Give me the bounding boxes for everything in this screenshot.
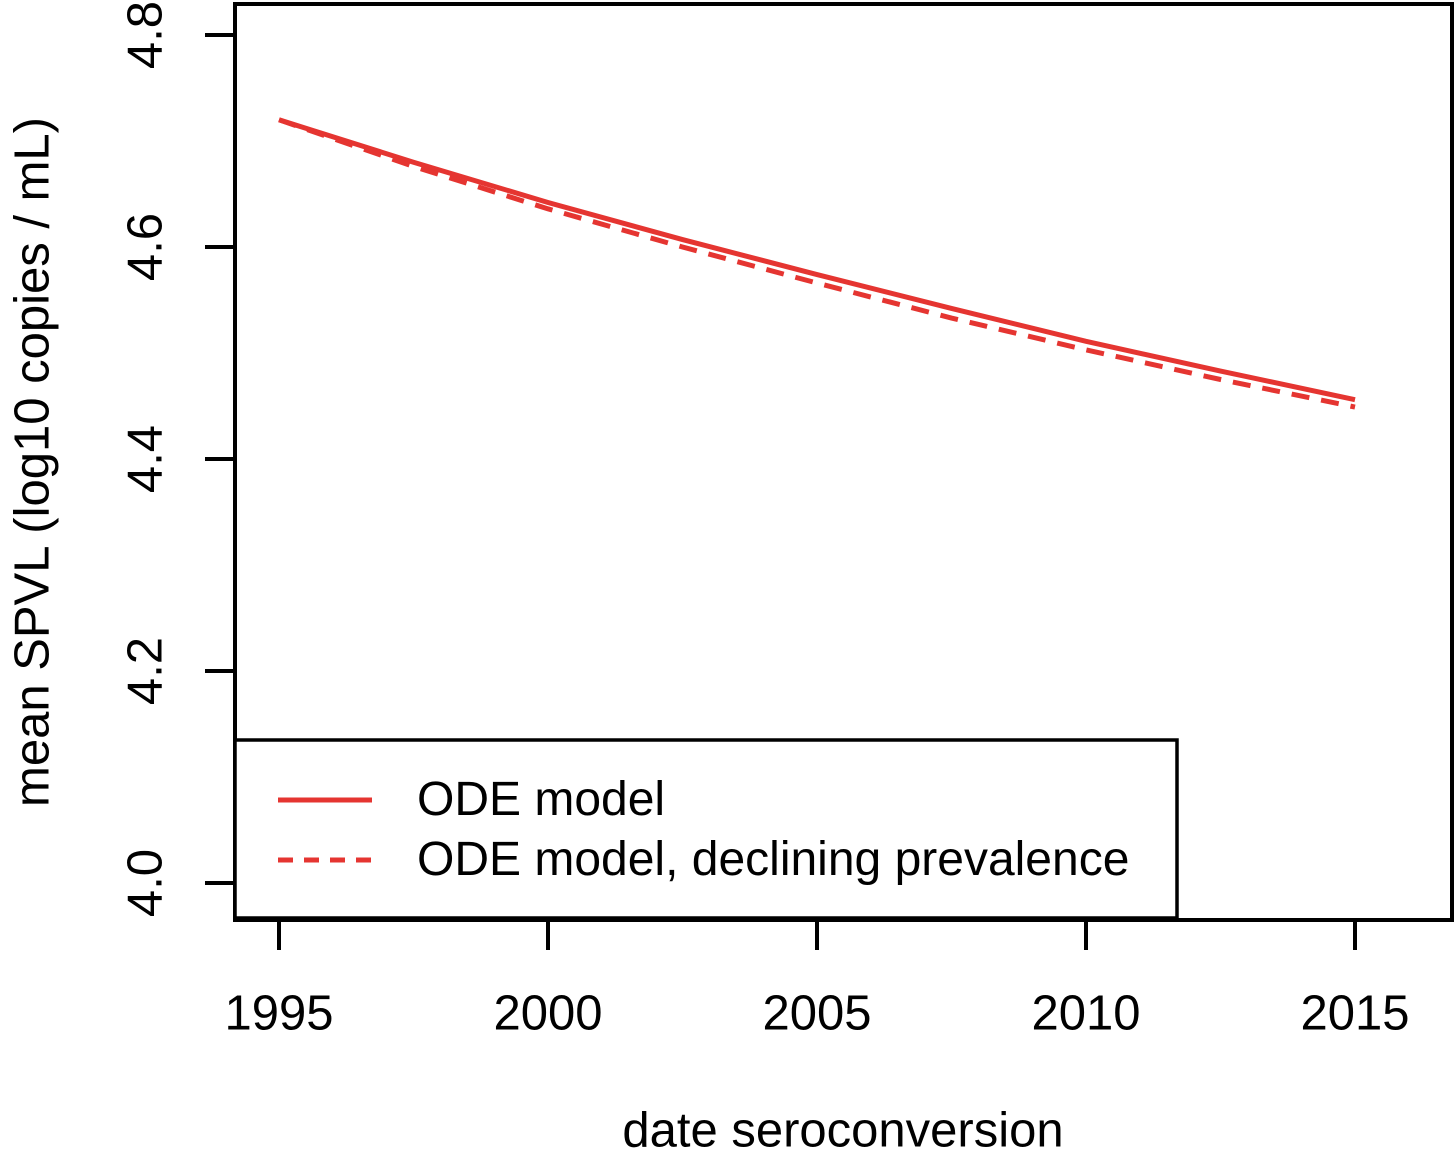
y-tick-label: 4.6	[118, 212, 173, 282]
x-tick-label: 1995	[224, 986, 334, 1041]
legend-label-ode-model-declining-prevalence: ODE model, declining prevalence	[417, 833, 1130, 886]
y-tick-label: 4.8	[118, 0, 173, 70]
legend-box	[233, 738, 1179, 920]
x-axis-title: date seroconversion	[622, 1103, 1064, 1158]
x-tick-label: 2010	[1031, 986, 1141, 1041]
series-line-solid	[278, 117, 1356, 403]
legend-label-ode-model: ODE model	[417, 773, 666, 826]
series-line-dashed	[278, 117, 1356, 410]
x-tick-label: 2000	[493, 986, 603, 1041]
y-tick-label: 4.2	[118, 636, 173, 706]
y-tick-label: 4.0	[118, 848, 173, 918]
y-axis-title: mean SPVL (log10 copies / mL)	[5, 117, 60, 807]
plot-border	[233, 2, 1454, 922]
x-tick-label: 2005	[762, 986, 872, 1041]
y-tick-label: 4.4	[118, 424, 173, 494]
x-tick-label: 2015	[1300, 986, 1410, 1041]
